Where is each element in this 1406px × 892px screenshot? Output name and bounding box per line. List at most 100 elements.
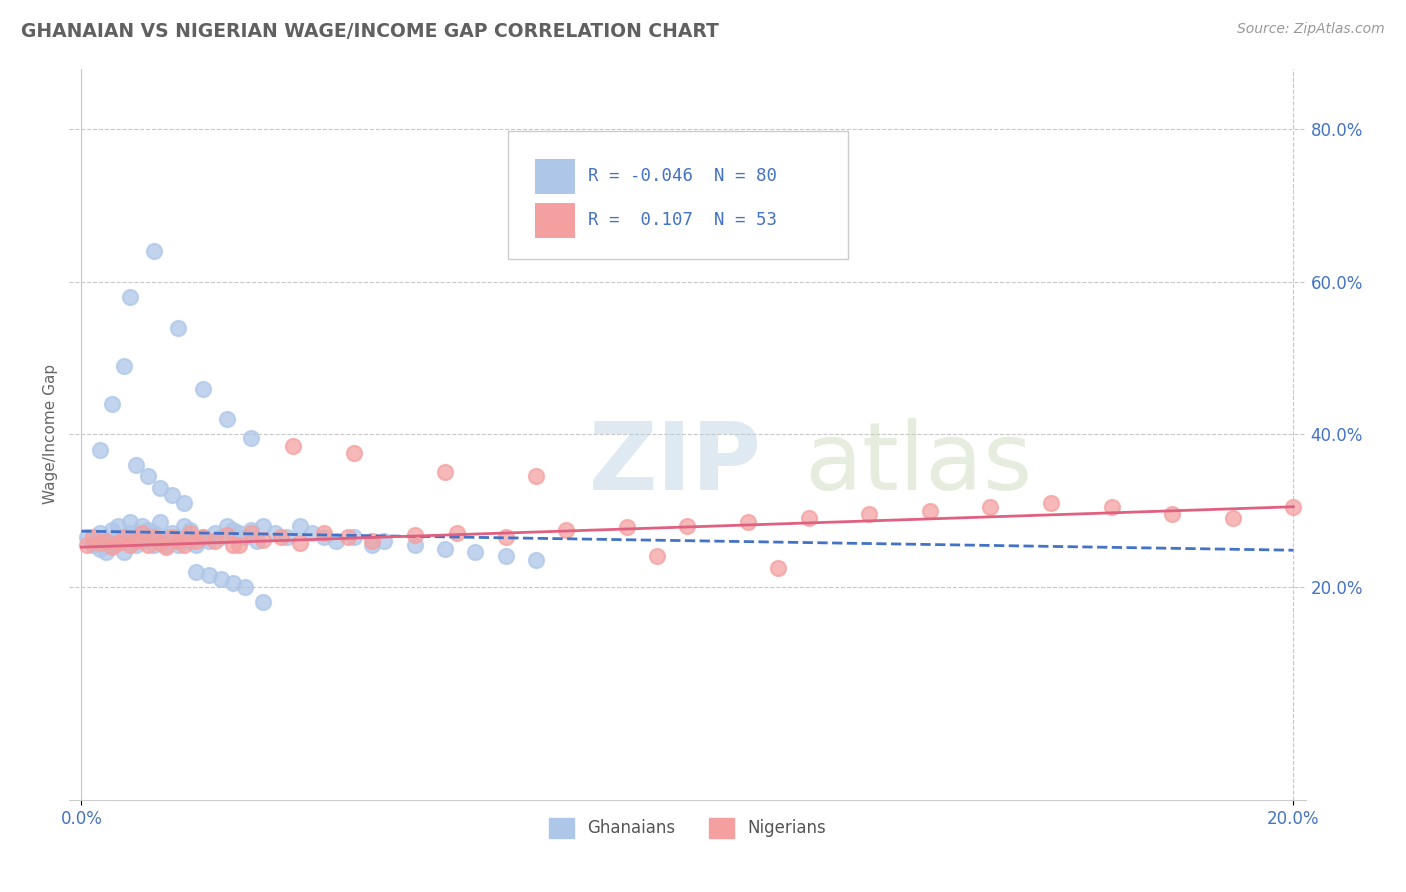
Text: GHANAIAN VS NIGERIAN WAGE/INCOME GAP CORRELATION CHART: GHANAIAN VS NIGERIAN WAGE/INCOME GAP COR…	[21, 22, 718, 41]
Point	[524, 553, 547, 567]
Point	[167, 538, 190, 552]
Point	[1040, 496, 1063, 510]
Point	[107, 535, 129, 549]
Point	[228, 526, 250, 541]
Point	[118, 526, 141, 541]
Point	[179, 526, 201, 541]
Point	[112, 359, 135, 373]
Point	[858, 508, 880, 522]
Point	[125, 458, 148, 472]
Text: R = -0.046  N = 80: R = -0.046 N = 80	[589, 167, 778, 185]
Point	[222, 523, 245, 537]
Point	[240, 523, 263, 537]
Point	[325, 534, 347, 549]
Point	[149, 535, 172, 549]
Point	[131, 534, 153, 549]
Y-axis label: Wage/Income Gap: Wage/Income Gap	[44, 364, 58, 504]
Point	[312, 526, 335, 541]
Point	[252, 533, 274, 547]
Point	[149, 515, 172, 529]
Point	[136, 523, 159, 537]
Point	[89, 541, 111, 556]
Point	[215, 518, 238, 533]
Legend: Ghanaians, Nigerians: Ghanaians, Nigerians	[543, 811, 832, 845]
Point	[94, 534, 117, 549]
Point	[118, 290, 141, 304]
Point	[167, 534, 190, 549]
Text: R =  0.107  N = 53: R = 0.107 N = 53	[589, 211, 778, 229]
Point	[131, 526, 153, 541]
Point	[433, 466, 456, 480]
Point	[264, 526, 287, 541]
Text: atlas: atlas	[804, 417, 1033, 509]
Point	[240, 431, 263, 445]
Point	[252, 518, 274, 533]
Point	[495, 549, 517, 564]
Point	[136, 469, 159, 483]
Point	[197, 534, 219, 549]
Point	[162, 526, 184, 541]
Point	[222, 576, 245, 591]
Point	[89, 442, 111, 457]
Point	[131, 526, 153, 541]
Point	[233, 580, 256, 594]
Point	[136, 538, 159, 552]
Point	[373, 534, 395, 549]
Point	[676, 518, 699, 533]
Point	[191, 530, 214, 544]
Point	[1161, 508, 1184, 522]
Point	[797, 511, 820, 525]
Text: ZIP: ZIP	[589, 417, 761, 509]
Point	[149, 481, 172, 495]
Point	[173, 496, 195, 510]
Point	[524, 469, 547, 483]
Point	[125, 538, 148, 552]
Point	[495, 530, 517, 544]
Point	[186, 565, 208, 579]
Point	[173, 538, 195, 552]
Point	[100, 397, 122, 411]
Point	[131, 518, 153, 533]
Point	[149, 534, 172, 549]
Point	[107, 518, 129, 533]
Point	[143, 244, 166, 259]
Point	[433, 541, 456, 556]
Point	[209, 530, 232, 544]
Point	[118, 515, 141, 529]
Point	[89, 535, 111, 549]
Point	[143, 538, 166, 552]
Point	[155, 538, 177, 552]
Point	[143, 530, 166, 544]
Point	[82, 530, 104, 544]
Point	[89, 526, 111, 541]
Point	[100, 538, 122, 552]
Point	[94, 534, 117, 549]
Point	[162, 488, 184, 502]
Point	[979, 500, 1001, 514]
Point	[204, 534, 226, 549]
Point	[283, 439, 305, 453]
Point	[228, 538, 250, 552]
Point	[270, 530, 292, 544]
Point	[76, 538, 98, 552]
Point	[1222, 511, 1244, 525]
Point	[343, 446, 366, 460]
Point	[118, 538, 141, 552]
Point	[918, 503, 941, 517]
Point	[446, 526, 468, 541]
Text: Source: ZipAtlas.com: Source: ZipAtlas.com	[1237, 22, 1385, 37]
FancyBboxPatch shape	[508, 131, 848, 259]
Point	[343, 530, 366, 544]
Point	[768, 560, 790, 574]
Point	[204, 526, 226, 541]
Point	[404, 538, 426, 552]
Point	[112, 534, 135, 549]
Point	[301, 526, 323, 541]
Point	[361, 538, 384, 552]
Point	[215, 528, 238, 542]
Point	[1282, 500, 1305, 514]
Point	[167, 320, 190, 334]
Point	[555, 523, 578, 537]
Point	[107, 530, 129, 544]
Point	[1101, 500, 1123, 514]
